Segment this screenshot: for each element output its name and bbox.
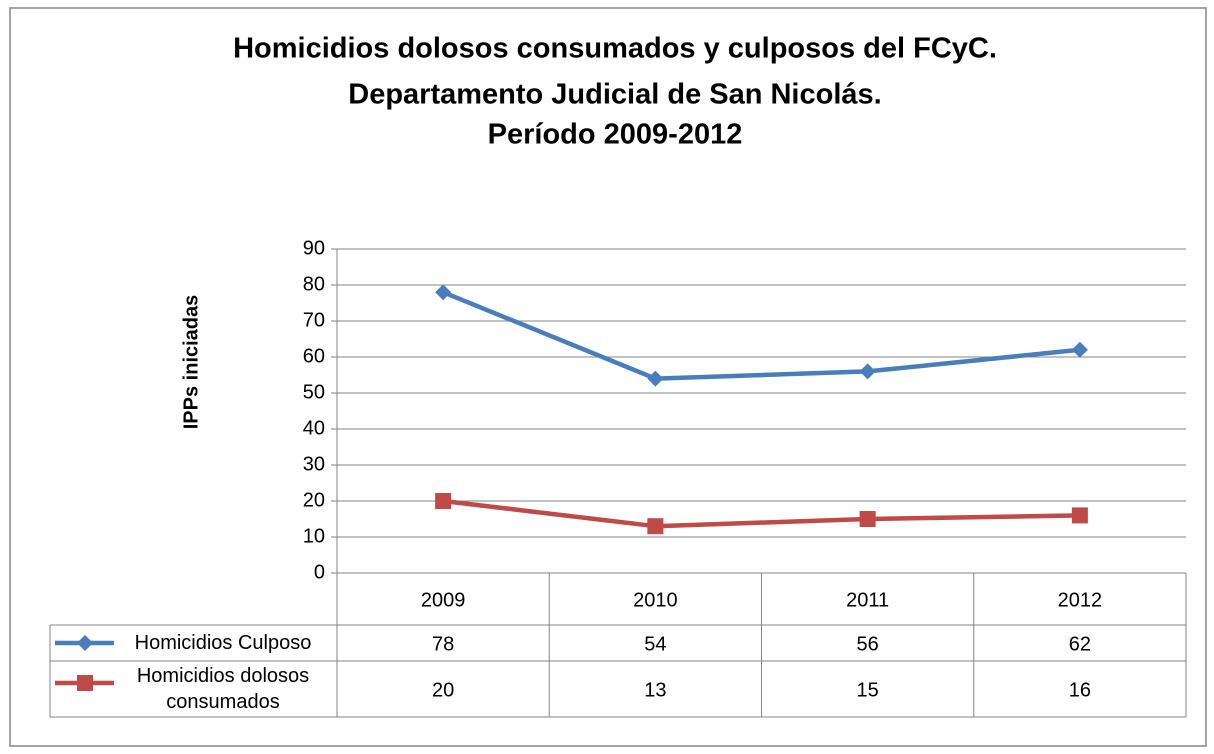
y-tick-label: 20	[303, 489, 325, 511]
table-value: 16	[1069, 679, 1091, 701]
x-tick-label: 2012	[1058, 589, 1103, 611]
table-value: 20	[432, 679, 454, 701]
series-line	[442, 498, 1080, 529]
x-tick-label: 2010	[633, 589, 678, 611]
legend-marker	[77, 675, 93, 691]
table-value: 56	[857, 633, 879, 655]
legend-label: Homicidios Culposo	[134, 632, 312, 654]
y-axis-label: IPPs iniciadas	[180, 295, 202, 430]
x-tick-label: 2011	[846, 589, 889, 611]
y-tick-label: 10	[303, 525, 325, 547]
chart-title: Homicidios dolosos consumados y culposos…	[233, 33, 997, 65]
y-tick-label: 30	[303, 453, 325, 475]
series-line	[442, 290, 1081, 381]
marker	[1071, 507, 1088, 524]
table-value: 62	[1069, 633, 1091, 655]
chart-border	[9, 7, 1207, 747]
chart-title: Departamento Judicial de San Nicolás.	[348, 79, 881, 111]
y-tick-label: 70	[303, 309, 325, 331]
marker	[859, 511, 876, 527]
table-value: 13	[644, 679, 666, 701]
legend-entry: Homicidios Culposo	[134, 632, 312, 654]
marker	[435, 493, 452, 509]
marker	[435, 284, 452, 301]
y-tick-label: 60	[303, 345, 325, 367]
marker	[1071, 341, 1088, 358]
y-tick-label: 90	[303, 237, 325, 259]
chart-title: Período 2009-2012	[488, 119, 743, 151]
table-value: 15	[857, 679, 879, 701]
x-tick-label: 2009	[421, 589, 466, 611]
table-value: 78	[432, 633, 454, 655]
y-tick-label: 40	[303, 417, 325, 439]
legend-label: Homicidios dolosos consumados	[136, 665, 310, 713]
marker	[647, 518, 664, 535]
table-value: 54	[644, 633, 666, 655]
legend-marker	[77, 635, 93, 651]
y-tick-label: 80	[303, 273, 325, 295]
marker	[859, 363, 876, 380]
y-tick-label: 50	[303, 381, 325, 403]
marker	[647, 370, 664, 387]
y-tick-label: 0	[314, 561, 325, 583]
legend-entry: Homicidios dolosos consumados	[136, 665, 310, 713]
